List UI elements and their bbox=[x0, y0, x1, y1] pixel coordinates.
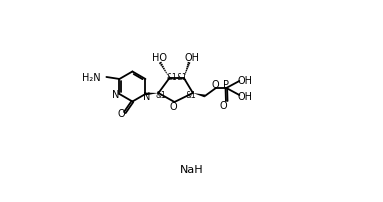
Text: N: N bbox=[112, 89, 119, 100]
Polygon shape bbox=[193, 94, 205, 98]
Text: O: O bbox=[211, 79, 219, 89]
Text: HO: HO bbox=[152, 53, 167, 63]
Polygon shape bbox=[145, 93, 159, 96]
Text: &1: &1 bbox=[167, 73, 177, 81]
Text: NaH: NaH bbox=[180, 164, 203, 174]
Text: OH: OH bbox=[238, 92, 253, 101]
Text: &1: &1 bbox=[177, 73, 187, 81]
Text: OH: OH bbox=[185, 53, 200, 63]
Text: H₂N: H₂N bbox=[82, 72, 101, 82]
Text: &1: &1 bbox=[185, 91, 196, 100]
Text: P: P bbox=[223, 79, 229, 89]
Text: O: O bbox=[118, 108, 125, 118]
Text: N: N bbox=[143, 91, 150, 101]
Text: O: O bbox=[220, 101, 228, 111]
Text: OH: OH bbox=[238, 76, 253, 86]
Text: O: O bbox=[170, 102, 177, 112]
Text: &1: &1 bbox=[156, 91, 167, 100]
